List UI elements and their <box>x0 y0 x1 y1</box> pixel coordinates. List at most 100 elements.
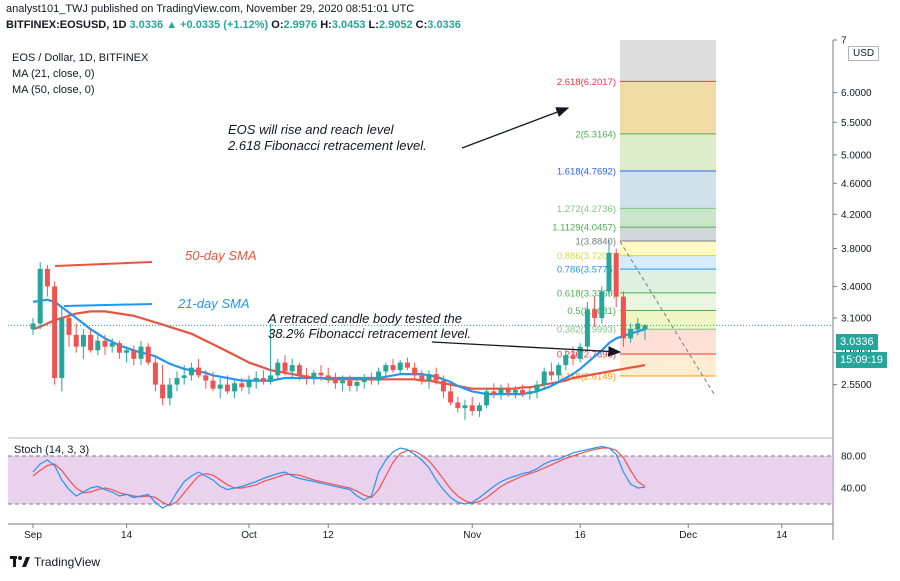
candle-body <box>210 380 216 389</box>
tradingview-brand: TradingView <box>34 555 101 569</box>
low-value: 2.9052 <box>378 19 413 31</box>
candle-body <box>534 384 540 392</box>
sma21-legend-line <box>63 303 153 307</box>
fib-level-label: 1.1129(4.0457) <box>552 223 616 234</box>
candle-body <box>476 405 482 412</box>
candle-body <box>347 380 353 386</box>
candle-body <box>340 380 346 384</box>
y-tick-label: 4.2000 <box>841 210 872 221</box>
candle-body <box>116 343 122 353</box>
fib-trend-line <box>619 241 715 395</box>
publish-info: analyst101_TWJ published on TradingView.… <box>6 3 415 15</box>
fib-level-label: 0.5(3.1681) <box>567 306 616 317</box>
legend-ma50[interactable]: MA (50, close, 0) <box>12 84 95 96</box>
candle-body <box>642 325 648 330</box>
candle-body <box>66 317 72 335</box>
candle-body <box>628 329 634 339</box>
fib-zone <box>620 353 716 377</box>
sma50-legend-line <box>54 261 153 267</box>
candle-body <box>512 390 518 393</box>
candle-body <box>548 371 554 376</box>
fib-zone <box>620 241 716 256</box>
candle-body <box>541 371 547 385</box>
candle-body <box>318 372 324 376</box>
stoch-y-tick-label: 80.00 <box>841 452 866 463</box>
fib-level-label: 2.618(6.2017) <box>557 77 616 88</box>
fib-zone <box>620 255 716 270</box>
currency-button[interactable]: USD <box>848 46 880 61</box>
x-tick-label: Nov <box>463 530 481 541</box>
candle-body <box>635 323 641 330</box>
candle-body <box>196 367 202 376</box>
fib-zone <box>620 133 716 171</box>
candle-body <box>260 377 266 382</box>
stoch-k-line <box>32 445 646 509</box>
fib-level-label: 2(5.3164) <box>575 129 616 140</box>
fib-zone <box>620 208 716 228</box>
fib-top-zone <box>620 40 716 82</box>
y-tick-label: 2.5500 <box>841 380 872 391</box>
ma50-line <box>32 310 646 390</box>
candle-body <box>383 365 389 372</box>
fib-level-label: 1.272(4.2736) <box>557 204 616 215</box>
open-label: O: <box>271 19 284 31</box>
candle-body <box>354 381 360 386</box>
retrace-arrow <box>431 341 622 357</box>
candle-body <box>109 343 115 347</box>
candle-body <box>563 355 569 366</box>
candle-body <box>448 391 454 403</box>
fib-zone <box>620 269 716 293</box>
open-value: 2.9976 <box>283 19 318 31</box>
x-tick-label: Oct <box>241 530 257 541</box>
candle-body <box>527 391 533 395</box>
rise-annotation-1: EOS will rise and reach level <box>228 122 395 137</box>
candle-body <box>556 365 562 376</box>
candle-body <box>188 367 194 376</box>
tradingview-footer[interactable]: TradingView <box>10 555 100 569</box>
candle-body <box>138 346 144 359</box>
x-tick-label: Sep <box>24 530 42 541</box>
fib-zone <box>620 292 716 311</box>
candle-body <box>592 309 598 318</box>
candle-body <box>620 296 626 339</box>
chart-legend-title[interactable]: EOS / Dollar, 1D, BITFINEX <box>12 52 149 64</box>
fib-level-label: 0.618(3.3369) <box>557 288 616 299</box>
fib-level-label: 0.118(2.6149) <box>558 372 616 383</box>
candle-body <box>52 286 58 378</box>
candle-body <box>361 377 367 382</box>
fib-zone <box>620 81 716 134</box>
bar-timer-tag: 15:09:19 <box>836 352 887 368</box>
x-tick-label: 14 <box>121 530 133 541</box>
sma50-annotation: 50-day SMA <box>185 248 257 263</box>
x-tick-label: 16 <box>575 530 587 541</box>
candle-body <box>296 365 302 376</box>
candle-body <box>44 268 50 287</box>
candle-body <box>505 388 511 393</box>
candle-body <box>613 253 619 297</box>
symbol-label: BITFINEX:EOSUSD, 1D <box>6 19 127 31</box>
candle-body <box>426 374 432 381</box>
candle-body <box>232 383 238 392</box>
rise-arrow <box>461 107 570 149</box>
candle-body <box>289 365 295 372</box>
candle-body <box>167 384 173 399</box>
candle-body <box>325 375 331 378</box>
fib-zone <box>620 170 716 209</box>
candle-body <box>174 377 180 385</box>
candle-body <box>498 388 504 395</box>
stoch-title: Stoch (14, 3, 3) <box>14 444 89 456</box>
candle-body <box>224 384 230 392</box>
price-change: ▲ +0.0335 (+1.12%) <box>166 19 269 31</box>
candle-body <box>419 375 425 381</box>
candle-body <box>73 334 79 347</box>
y-tick-label: 3.4000 <box>841 282 872 293</box>
candle-body <box>124 350 130 353</box>
last-price-tag: 3.0336 <box>836 334 878 350</box>
candle-body <box>80 334 86 347</box>
candle-body <box>30 323 36 330</box>
low-label: L: <box>368 19 379 31</box>
legend-ma21[interactable]: MA (21, close, 0) <box>12 68 95 80</box>
candle-body <box>412 367 418 376</box>
candle-body <box>145 346 151 363</box>
candle-body <box>282 362 288 372</box>
